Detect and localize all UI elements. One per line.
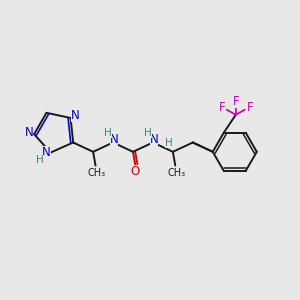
Text: CH₃: CH₃ [167, 168, 185, 178]
Text: N: N [25, 126, 34, 139]
Text: H: H [165, 138, 173, 148]
Text: N: N [42, 146, 51, 159]
Text: N: N [150, 133, 158, 146]
Text: O: O [130, 165, 140, 178]
Text: N: N [110, 133, 118, 146]
Text: H: H [104, 128, 112, 137]
Text: H: H [36, 154, 43, 164]
Text: F: F [218, 101, 225, 114]
Text: CH₃: CH₃ [88, 168, 106, 178]
Text: H: H [144, 128, 152, 137]
Text: N: N [71, 110, 80, 122]
Text: F: F [246, 101, 253, 114]
Text: F: F [232, 95, 239, 108]
